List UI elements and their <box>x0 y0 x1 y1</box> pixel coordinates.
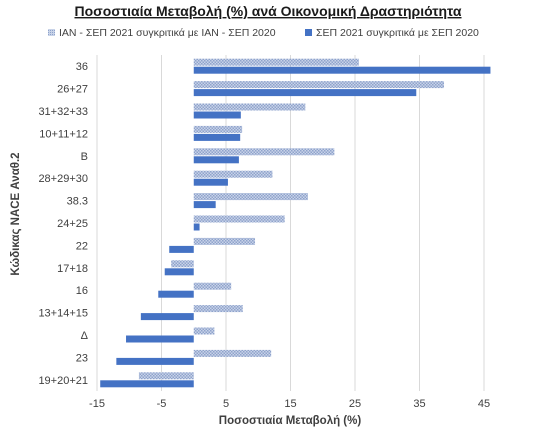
category-label: 38.3 <box>67 196 88 208</box>
bar-series-1-14 <box>138 372 194 380</box>
legend-label-series-1: ΙΑΝ - ΣΕΠ 2021 συγκριτικά με ΙΑΝ - ΣΕΠ 2… <box>59 27 276 39</box>
y-axis-title: Κώδικας NACE Αναθ.2 <box>10 152 22 275</box>
chart-title: Ποσοστιαία Μεταβολή (%) ανά Οικονομική Δ… <box>74 3 461 19</box>
bar-series-1-12 <box>193 327 215 335</box>
category-label: 23 <box>76 352 88 364</box>
bar-series-2-13 <box>116 357 194 365</box>
bar-series-2-10 <box>158 290 194 298</box>
legend-swatch-series-2 <box>305 29 312 36</box>
bar-series-1-11 <box>193 305 243 313</box>
bar-series-2-8 <box>169 245 194 253</box>
category-label: 26+27 <box>57 84 88 96</box>
legend-label-series-2: ΣΕΠ 2021 συγκριτικά με ΣΕΠ 2020 <box>316 27 479 39</box>
bar-series-1-2 <box>193 103 306 111</box>
category-label: Δ <box>81 330 89 342</box>
bars <box>100 58 491 388</box>
bar-series-2-7 <box>193 223 200 231</box>
bar-series-2-12 <box>126 335 194 343</box>
category-label: B <box>81 151 88 163</box>
category-label: 16 <box>76 285 88 297</box>
bar-series-2-2 <box>193 111 241 119</box>
x-axis-title: Ποσοστιαία Μεταβολή (%) <box>219 415 362 427</box>
bar-series-2-1 <box>193 89 417 97</box>
bar-series-2-5 <box>193 178 228 186</box>
bar-series-2-0 <box>193 66 491 74</box>
bar-series-2-14 <box>100 380 194 388</box>
bar-series-1-13 <box>193 349 272 357</box>
bar-series-1-5 <box>193 170 273 178</box>
bar-series-1-7 <box>193 215 285 223</box>
category-label: 24+25 <box>57 218 88 230</box>
category-label: 19+20+21 <box>38 375 88 387</box>
bar-series-2-9 <box>164 268 194 276</box>
x-tick-label: 35 <box>413 398 425 410</box>
category-label: 36 <box>76 61 88 73</box>
category-label: 10+11+12 <box>39 128 88 140</box>
category-label: 22 <box>76 240 88 252</box>
legend-swatch-series-1 <box>48 29 55 36</box>
legend: ΙΑΝ - ΣΕΠ 2021 συγκριτικά με ΙΑΝ - ΣΕΠ 2… <box>48 27 479 39</box>
x-tick-label: 15 <box>284 398 296 410</box>
x-tick-label: -5 <box>157 398 167 410</box>
bar-series-1-9 <box>171 260 194 268</box>
bar-series-1-6 <box>193 193 308 201</box>
bar-series-2-3 <box>193 133 241 141</box>
bar-series-2-4 <box>193 156 239 164</box>
bar-series-2-6 <box>193 201 216 209</box>
category-label: 17+18 <box>57 263 88 275</box>
category-label: 31+32+33 <box>38 106 88 118</box>
bar-series-1-0 <box>193 58 359 66</box>
category-label: 13+14+15 <box>38 308 88 320</box>
bar-series-1-1 <box>193 81 445 89</box>
x-tick-label: 25 <box>349 398 361 410</box>
gridlines <box>96 55 485 391</box>
x-tick-label: 45 <box>478 398 490 410</box>
bar-series-1-4 <box>193 148 335 156</box>
x-tick-label: -15 <box>89 398 105 410</box>
bar-series-1-10 <box>193 282 232 290</box>
category-labels: 36 26+27 31+32+33 10+11+12 B 28+29+30 38.3 24+2… <box>38 61 88 387</box>
category-label: 28+29+30 <box>38 173 88 185</box>
bar-series-2-11 <box>140 313 194 321</box>
x-tick-label: 5 <box>223 398 229 410</box>
bar-series-1-8 <box>193 237 256 245</box>
x-tick-labels: -15 -5 5 15 25 35 45 <box>89 398 490 410</box>
bar-series-1-3 <box>193 125 243 133</box>
